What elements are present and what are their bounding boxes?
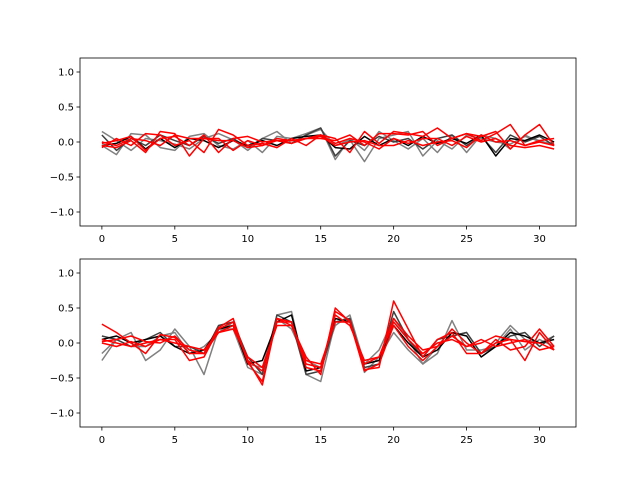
y-tick-label: −0.5 [50, 374, 74, 385]
x-tick-label: 5 [172, 234, 178, 245]
y-tick-label: −1.0 [50, 208, 74, 219]
x-tick-label: 30 [533, 234, 546, 245]
series-line-2 [101, 310, 555, 376]
x-tick-label: 30 [533, 435, 546, 446]
x-tick-label: 15 [314, 435, 327, 446]
series-line-6 [101, 134, 555, 154]
x-tick-label: 0 [99, 234, 105, 245]
y-tick-label: 1.0 [58, 269, 74, 280]
y-tick-label: 0.0 [58, 138, 74, 149]
y-tick-label: −0.5 [50, 173, 74, 184]
top-axes: 0 5 10 15 20 25 30 −1.0 −0.5 0.0 0.5 1.0 [50, 57, 577, 245]
y-tick-label: −1.0 [50, 409, 74, 420]
x-tick-label: 20 [387, 234, 400, 245]
x-tick-label: 15 [314, 234, 327, 245]
series-line-7 [101, 134, 555, 149]
x-tick-label: 0 [99, 435, 105, 446]
y-tick-label: 0.5 [58, 304, 74, 315]
x-tick-label: 25 [460, 234, 473, 245]
x-tick-label: 25 [460, 435, 473, 446]
x-tick-label: 20 [387, 435, 400, 446]
bottom-axes: 0 5 10 15 20 25 30 −1.0 −0.5 0.0 0.5 1.0 [50, 258, 577, 446]
x-tick-label: 5 [172, 435, 178, 446]
series-group [101, 300, 555, 386]
series-group [101, 123, 555, 163]
y-tick-label: 1.0 [58, 68, 74, 79]
series-line-7 [101, 317, 555, 369]
x-tick-label: 10 [241, 435, 254, 446]
y-tick-label: 0.5 [58, 103, 74, 114]
x-tick-label: 10 [241, 234, 254, 245]
y-tick-label: 0.0 [58, 339, 74, 350]
series-line-4 [101, 123, 555, 154]
